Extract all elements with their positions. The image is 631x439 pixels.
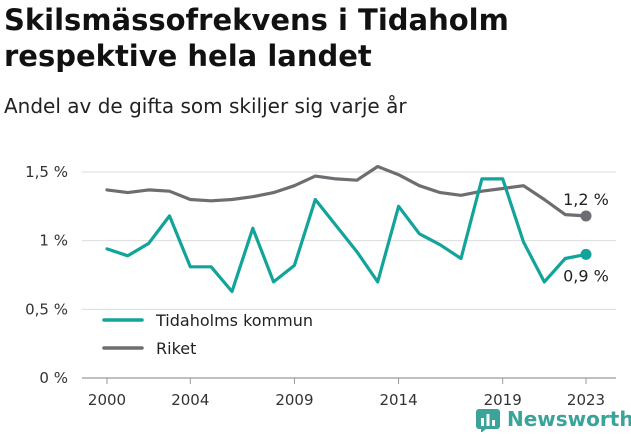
y-tick-label: 0 % [39,369,68,387]
end-point-riket [580,210,592,222]
legend: Tidaholms kommun Riket [102,311,313,358]
end-value-label: 1,2 % [563,190,609,209]
brand-name: Newsworthy [507,407,631,431]
end-value-label: 0,9 % [563,266,609,285]
y-tick-label: 1,5 % [25,163,68,181]
x-tick-label: 2014 [379,391,417,409]
y-axis-ticks: 0 % 0,5 % 1 % 1,5 % [25,163,68,387]
x-tick-label: 2019 [484,391,522,409]
legend-label: Riket [156,339,196,358]
page-subtitle: Andel av de gifta som skiljer sig varje … [4,94,407,118]
page-title: Skilsmässofrekvens i Tidaholm respektive… [4,3,509,73]
y-tick-label: 1 % [39,232,68,250]
x-axis-ticks: 2000 2004 2009 2014 2019 2023 [88,378,605,409]
end-point-tidaholm [580,248,592,260]
x-tick-label: 2009 [275,391,313,409]
x-tick-label: 2000 [88,391,126,409]
y-tick-label: 0,5 % [25,300,68,318]
x-tick-label: 2023 [567,391,605,409]
newsworthy-logo: Newsworthy [475,406,631,432]
series-line-riket [105,164,588,218]
bar-chart-logo-icon [476,409,500,432]
series-line-tidaholm [105,177,588,294]
series-group: 1,2 % 0,9 % [105,164,609,294]
x-tick-label: 2004 [171,391,209,409]
legend-label: Tidaholms kommun [155,311,313,330]
